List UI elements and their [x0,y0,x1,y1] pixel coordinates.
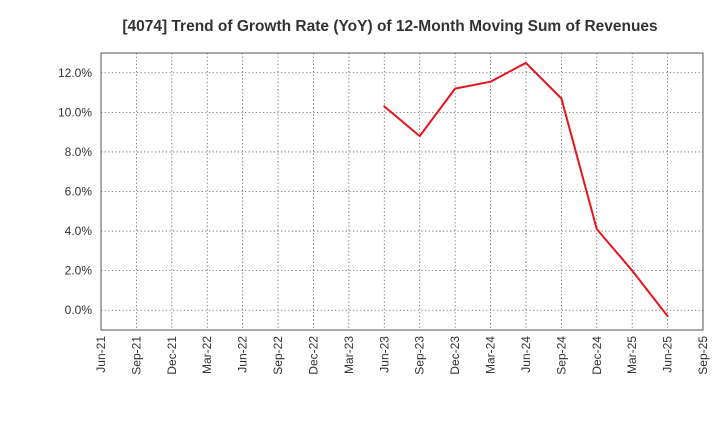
plot-area [100,52,704,331]
y-axis: 0.0% 2.0% 4.0% 6.0% 8.0% 10.0% 12.0% [58,66,92,317]
x-tick-label: Sep-23 [413,336,427,375]
x-tick-label: Dec-24 [590,336,604,375]
y-tick-label: 6.0% [65,185,93,199]
x-tick-label: Mar-22 [200,336,214,374]
series-line [383,61,669,318]
x-tick-label: Jun-24 [519,336,533,373]
x-tick-label: Sep-22 [271,336,285,375]
series-group [383,61,669,318]
y-tick-label: 10.0% [58,105,92,119]
y-tick-label: 8.0% [65,145,93,159]
x-tick-label: Dec-21 [165,336,179,375]
x-tick-label: Sep-25 [696,336,710,375]
y-tick-label: 0.0% [65,303,93,317]
x-tick-label: Jun-21 [94,336,108,373]
x-tick-label: Mar-25 [625,336,639,374]
x-tick-label: Mar-23 [342,336,356,374]
x-tick-label: Dec-23 [448,336,462,375]
x-tick-label: Jun-23 [377,336,391,373]
x-axis: Jun-21 Sep-21 Dec-21 Mar-22 Jun-22 Sep-22 Dec-… [94,336,710,375]
x-tick-label: Jun-25 [661,336,675,373]
x-tick-label: Jun-22 [236,336,250,373]
y-tick-label: 12.0% [58,66,92,80]
x-tick-label: Sep-21 [129,336,143,375]
y-tick-label: 4.0% [65,224,93,238]
x-tick-label: Mar-24 [484,336,498,374]
y-tick-label: 2.0% [65,264,93,278]
x-tick-label: Dec-22 [306,336,320,375]
chart-title: [4074] Trend of Growth Rate (YoY) of 12-… [122,18,657,35]
grid [101,53,703,330]
x-tick-label: Sep-24 [554,336,568,375]
